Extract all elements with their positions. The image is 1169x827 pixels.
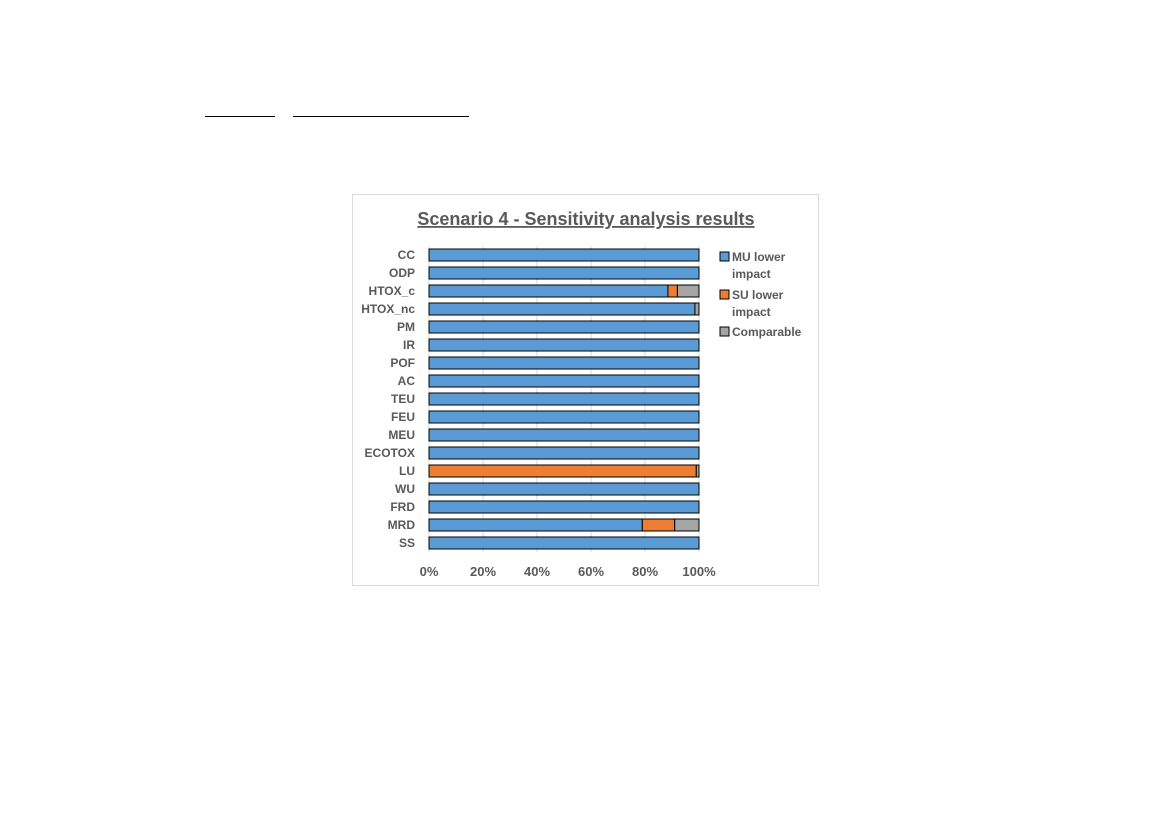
- bars-layer: [428, 248, 700, 550]
- category-label: LU: [399, 464, 415, 478]
- category-label: POF: [390, 356, 415, 370]
- bar-segment: [667, 284, 678, 298]
- bar-segment: [428, 338, 700, 352]
- category-label: WU: [395, 482, 415, 496]
- bar-segment: [641, 518, 676, 532]
- bar-segment: [428, 374, 700, 388]
- legend-label: Comparable: [732, 325, 802, 339]
- bar-segment: [428, 410, 700, 424]
- bar-segment: [695, 464, 700, 478]
- bar-segment: [428, 518, 643, 532]
- x-tick-label: 40%: [524, 564, 550, 579]
- category-label: FRD: [390, 500, 415, 514]
- bar-segment: [428, 392, 700, 406]
- x-axis-ticks: 0% 20% 40% 60% 80% 100%: [420, 564, 716, 579]
- category-label: TEU: [391, 392, 415, 406]
- x-tick-label: 20%: [470, 564, 496, 579]
- chart-frame: Scenario 4 - Sensitivity analysis result…: [352, 194, 819, 586]
- legend-swatch: [719, 326, 730, 337]
- category-label: HTOX_c: [369, 284, 416, 298]
- bar-segment: [428, 284, 669, 298]
- bar-segment: [428, 356, 700, 370]
- legend: MU lower impact SU lower impact Comparable: [719, 250, 802, 339]
- category-label: PM: [397, 320, 415, 334]
- bar-segment: [428, 248, 700, 262]
- bar-segment: [674, 518, 700, 532]
- bar-segment: [676, 284, 700, 298]
- category-label: MRD: [388, 518, 416, 532]
- bar-segment: [694, 302, 700, 316]
- bar-segment: [428, 320, 700, 334]
- bar-segment: [428, 266, 700, 280]
- category-label: CC: [398, 248, 416, 262]
- category-label: HTOX_nc: [361, 302, 415, 316]
- category-label: MEU: [388, 428, 415, 442]
- legend-label: SU lower impact: [732, 288, 784, 319]
- bar-segment: [428, 446, 700, 460]
- category-label: ECOTOX: [365, 446, 415, 460]
- category-labels: CC ODP HTOX_c HTOX_nc PM IR POF AC TEU FEU MEU ECOT…: [361, 248, 415, 550]
- category-label: SS: [399, 536, 415, 550]
- category-label: FEU: [391, 410, 415, 424]
- x-tick-label: 80%: [632, 564, 658, 579]
- x-tick-label: 0%: [420, 564, 439, 579]
- legend-label: MU lower impact: [732, 250, 786, 281]
- x-tick-label: 100%: [682, 564, 716, 579]
- bar-segment: [428, 302, 696, 316]
- legend-swatch: [719, 289, 730, 300]
- bar-segment: [428, 464, 697, 478]
- bar-segment: [428, 536, 700, 550]
- underline-rule-long: [293, 116, 469, 117]
- stacked-bar-chart: Scenario 4 - Sensitivity analysis result…: [361, 209, 802, 579]
- bar-segment: [428, 428, 700, 442]
- legend-swatch: [719, 251, 730, 262]
- category-label: AC: [398, 374, 416, 388]
- underline-rule-short: [205, 116, 275, 117]
- category-label: ODP: [389, 266, 415, 280]
- bar-segment: [428, 500, 700, 514]
- category-label: IR: [403, 338, 415, 352]
- chart-title: Scenario 4 - Sensitivity analysis result…: [417, 209, 754, 229]
- bar-segment: [428, 482, 700, 496]
- x-tick-label: 60%: [578, 564, 604, 579]
